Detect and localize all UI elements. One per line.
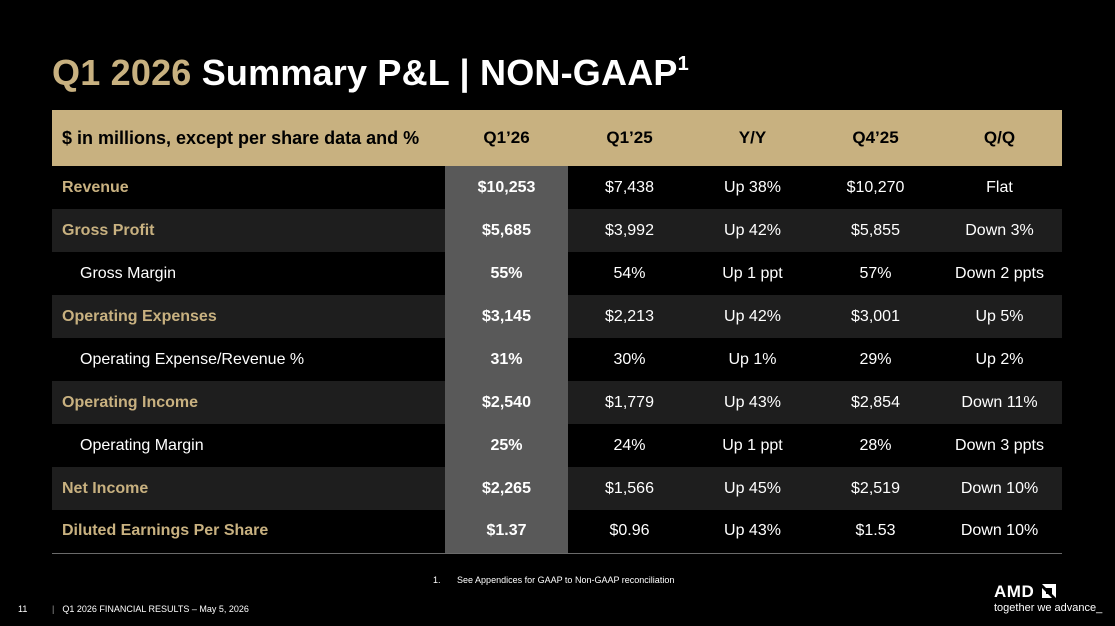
value-yy: Up 45% — [724, 479, 781, 497]
value-q1-26: 55% — [445, 252, 568, 295]
value-q1-25: 30% — [613, 350, 646, 368]
summary-pl-table: $ in millions, except per share data and… — [52, 110, 1062, 554]
footnote-text: See Appendices for GAAP to Non-GAAP reco… — [457, 575, 675, 585]
table-row: Diluted Earnings Per Share $1.37 $0.96 Up 4… — [52, 510, 1062, 554]
value-qq: Flat — [986, 178, 1013, 196]
title-main: Summary P&L | NON-GAAP — [201, 52, 678, 93]
value-q4-25: $2,519 — [851, 479, 900, 497]
amd-logo: AMD together we advance_ — [994, 582, 1106, 618]
row-label: Diluted Earnings Per Share — [52, 510, 445, 554]
table-row: Revenue $10,253 $7,438 Up 38% $10,270 Flat — [52, 166, 1062, 209]
header-q4-25: Q4’25 — [852, 128, 899, 147]
footer: | Q1 2026 FINANCIAL RESULTS – May 5, 2026 — [52, 604, 249, 614]
value-qq: Down 2 ppts — [955, 264, 1044, 282]
footnote-number: 1. — [433, 575, 441, 585]
value-q4-25: 29% — [859, 350, 892, 368]
value-qq: Down 3% — [965, 221, 1034, 239]
value-yy: Up 1 ppt — [722, 264, 783, 282]
footer-title: Q1 2026 FINANCIAL RESULTS – May 5, 2026 — [62, 604, 249, 614]
table-row: Gross Margin 55% 54% Up 1 ppt 57% Down 2 ppts — [52, 252, 1062, 295]
value-q1-26: $2,540 — [445, 381, 568, 424]
table-row: Operating Expense/Revenue % 31% 30% Up 1% 29… — [52, 338, 1062, 381]
amd-arrow-icon — [1042, 584, 1056, 598]
value-q1-25: $3,992 — [605, 221, 654, 239]
row-label: Net Income — [62, 479, 149, 497]
value-q1-26: $5,685 — [445, 209, 568, 252]
table-row: Operating Expenses $3,145 $2,213 Up 42% $3,0… — [52, 295, 1062, 338]
value-q1-26: $3,145 — [445, 295, 568, 338]
table-row: Operating Margin 25% 24% Up 1 ppt 28% Down 3 … — [52, 424, 1062, 467]
row-label: Operating Margin — [80, 436, 204, 454]
value-qq: Down 11% — [961, 393, 1038, 411]
value-q1-26: 25% — [445, 424, 568, 467]
value-qq: Up 2% — [975, 350, 1024, 368]
footnote: 1. See Appendices for GAAP to Non-GAAP r… — [433, 575, 674, 585]
value-yy: Up 42% — [724, 221, 781, 239]
header-qq: Q/Q — [983, 128, 1016, 147]
value-qq: Down 3 ppts — [955, 436, 1044, 454]
value-qq: Down 10% — [937, 510, 1062, 554]
header-q1-26: Q1’26 — [483, 128, 530, 147]
value-q4-25: 28% — [859, 436, 892, 454]
row-label: Revenue — [62, 178, 129, 196]
value-yy: Up 1% — [728, 350, 777, 368]
table-row: Operating Income $2,540 $1,779 Up 43% $2,854… — [52, 381, 1062, 424]
value-q1-26: $2,265 — [445, 467, 568, 510]
row-label: Gross Margin — [80, 264, 177, 282]
value-q4-25: $1.53 — [814, 510, 937, 554]
value-q1-25: $1,566 — [605, 479, 654, 497]
value-q4-25: $3,001 — [851, 307, 900, 325]
value-q1-25: $2,213 — [605, 307, 654, 325]
table-row: Gross Profit $5,685 $3,992 Up 42% $5,855 Down… — [52, 209, 1062, 252]
header-yy: Y/Y — [738, 128, 767, 147]
value-yy: Up 38% — [724, 178, 781, 196]
value-q4-25: $2,854 — [851, 393, 900, 411]
row-label: Gross Profit — [62, 221, 155, 239]
logo-tagline: together we advance_ — [994, 602, 1103, 614]
value-q1-25: $1,779 — [605, 393, 654, 411]
title-period: Q1 2026 — [52, 52, 192, 93]
value-q1-26: 31% — [445, 338, 568, 381]
value-q1-25: 54% — [613, 264, 646, 282]
value-qq: Down 10% — [960, 479, 1039, 497]
value-yy: Up 43% — [691, 510, 814, 554]
value-qq: Up 5% — [975, 307, 1024, 325]
value-q1-25: $7,438 — [605, 178, 654, 196]
table-row: Net Income $2,265 $1,566 Up 45% $2,519 Down 1… — [52, 467, 1062, 510]
value-q4-25: 57% — [859, 264, 892, 282]
table-header-row: $ in millions, except per share data and… — [52, 110, 1062, 166]
value-q4-25: $5,855 — [851, 221, 900, 239]
row-label: Operating Expenses — [62, 307, 217, 325]
row-label: Operating Expense/Revenue % — [80, 350, 305, 368]
page-title: Q1 2026 Summary P&L | NON-GAAP1 — [52, 52, 689, 94]
value-yy: Up 42% — [724, 307, 781, 325]
footer-separator: | — [52, 604, 55, 614]
value-yy: Up 1 ppt — [722, 436, 783, 454]
header-q1-25: Q1’25 — [606, 128, 653, 147]
value-q1-26: $10,253 — [445, 166, 568, 209]
page-number: 11 — [18, 604, 28, 614]
header-label-column: $ in millions, except per share data and… — [62, 127, 420, 148]
value-q1-25: 24% — [613, 436, 646, 454]
value-q1-26: $1.37 — [445, 510, 568, 554]
value-q4-25: $10,270 — [846, 178, 905, 196]
value-q1-25: $0.96 — [568, 510, 691, 554]
logo-wordmark: AMD — [994, 582, 1035, 601]
title-footnote-marker: 1 — [677, 53, 689, 75]
row-label: Operating Income — [62, 393, 199, 411]
value-yy: Up 43% — [724, 393, 781, 411]
